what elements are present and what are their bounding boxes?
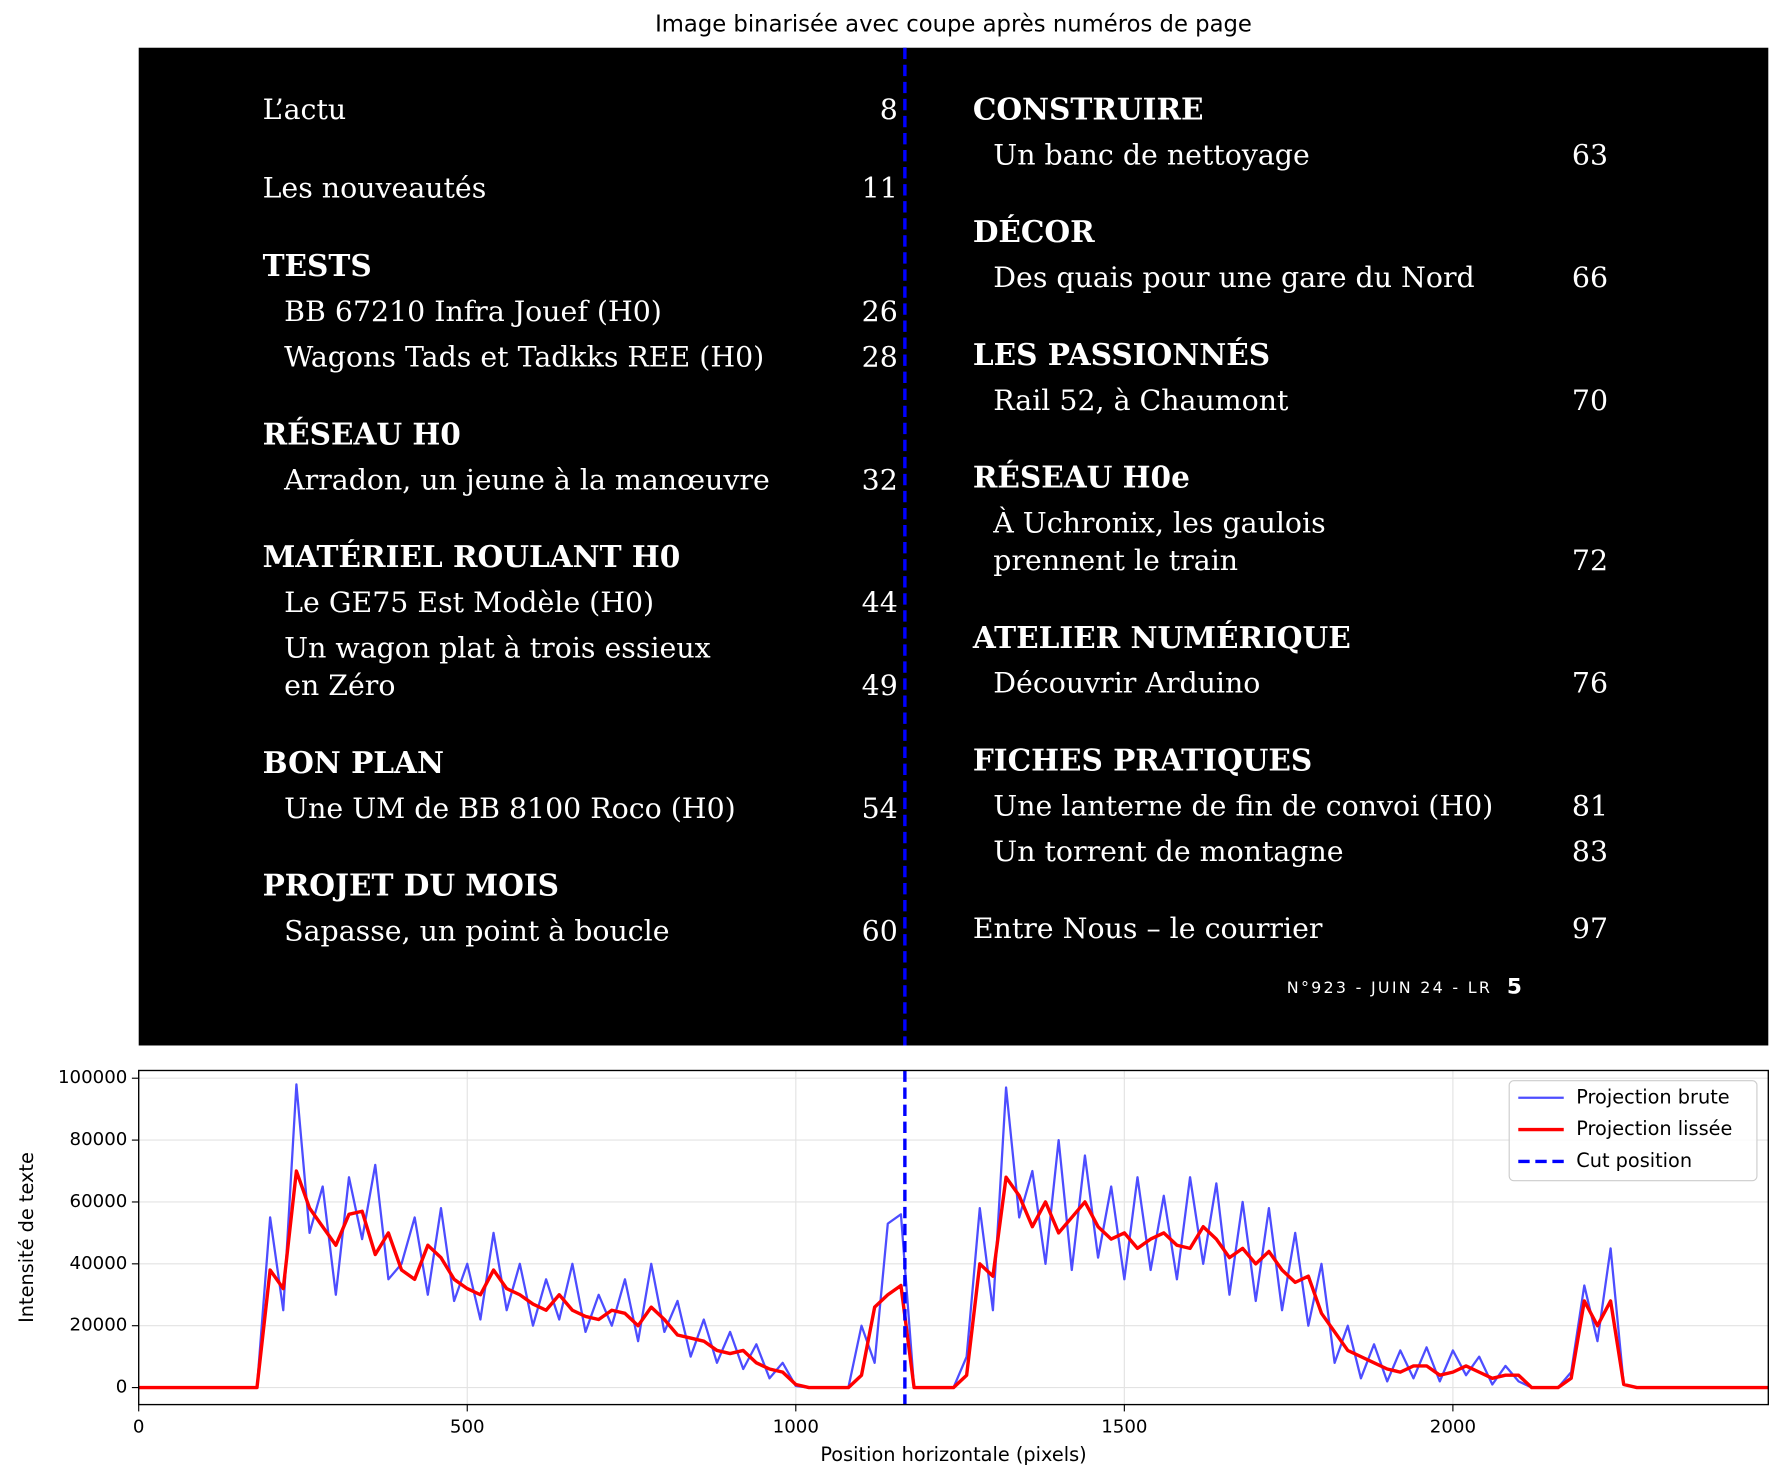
y-axis-label: Intensité de texte: [15, 1152, 38, 1323]
section-heading: DÉCOR: [973, 214, 1095, 249]
section-heading: TESTS: [263, 248, 372, 283]
toc-item: Rail 52, à Chaumont: [993, 384, 1289, 417]
page-number: 76: [1572, 667, 1608, 700]
toc-item: Une lanterne de fin de convoi (H0): [993, 789, 1493, 822]
section-heading: PROJET DU MOIS: [263, 868, 559, 903]
x-tick-label: 1500: [1101, 1416, 1147, 1437]
y-tick-label: 60000: [70, 1191, 128, 1212]
x-tick-label: 500: [450, 1416, 485, 1437]
toc-item: Des quais pour une gare du Nord: [993, 261, 1474, 294]
y-tick-label: 100000: [58, 1067, 127, 1088]
page-number: 11: [862, 171, 898, 204]
toc-item: Arradon, un jeune à la manœuvre: [283, 463, 770, 496]
section-heading: ATELIER NUMÉRIQUE: [972, 620, 1351, 655]
toc-item: Le GE75 Est Modèle (H0): [284, 586, 654, 619]
axes-frame: [138, 1069, 1769, 1406]
section-heading: BON PLAN: [263, 745, 444, 780]
page-number: 44: [862, 586, 898, 619]
toc-item: Un wagon plat à trois essieux: [284, 632, 710, 665]
toc-entry: L’actu: [263, 93, 347, 126]
toc-item: prennent le train: [993, 544, 1238, 577]
toc-item: À Uchronix, les gaulois: [992, 507, 1325, 540]
toc-item: Découvrir Arduino: [993, 667, 1260, 700]
page-number: 28: [862, 341, 898, 374]
page-number: 97: [1572, 912, 1608, 945]
footer-issue: N°923 - JUIN 24 - LR: [1287, 978, 1492, 997]
toc-item: en Zéro: [284, 669, 395, 702]
legend-label: Projection lissée: [1576, 1117, 1732, 1140]
plot-area: [138, 1070, 1769, 1405]
page-number: 26: [862, 295, 898, 328]
toc-item: Un banc de nettoyage: [993, 138, 1309, 171]
page-number: 49: [862, 669, 898, 702]
footer-page: 5: [1507, 975, 1522, 1000]
legend-label: Projection brute: [1576, 1085, 1729, 1108]
toc-item: Wagons Tads et Tadkks REE (H0): [284, 341, 764, 374]
y-tick-label: 20000: [70, 1315, 128, 1336]
page-number: 70: [1572, 384, 1608, 417]
toc-item: Sapasse, un point à boucle: [284, 914, 669, 947]
page-number: 66: [1572, 261, 1608, 294]
page-number: 8: [880, 93, 898, 126]
binarized-image: [138, 47, 1769, 1046]
page-number: 60: [862, 914, 898, 947]
page-number: 83: [1572, 835, 1608, 868]
toc-item: Un torrent de montagne: [993, 835, 1343, 868]
x-tick-label: 0: [133, 1416, 145, 1437]
toc-item: BB 67210 Infra Jouef (H0): [284, 295, 662, 328]
legend-box: [1508, 1080, 1758, 1182]
toc-entry: Entre Nous – le courrier: [973, 912, 1323, 945]
section-heading: CONSTRUIRE: [973, 91, 1204, 126]
page-number: 63: [1572, 138, 1608, 171]
section-heading: FICHES PRATIQUES: [973, 743, 1312, 778]
page-number: 81: [1572, 789, 1608, 822]
page-number: 72: [1572, 544, 1608, 577]
toc-item: Une UM de BB 8100 Roco (H0): [284, 792, 736, 825]
series-line: [138, 1169, 1769, 1390]
y-tick-label: 40000: [70, 1253, 128, 1274]
legend-label: Cut position: [1576, 1149, 1692, 1172]
toc-entry: Les nouveautés: [263, 171, 487, 204]
y-tick-label: 0: [116, 1377, 128, 1398]
section-heading: MATÉRIEL ROULANT H0: [263, 539, 681, 574]
y-tick-label: 80000: [70, 1129, 128, 1150]
section-heading: LES PASSIONNÉS: [973, 337, 1270, 372]
image-title: Image binarisée avec coupe après numéros…: [655, 12, 1252, 38]
section-heading: RÉSEAU H0e: [973, 460, 1190, 495]
page-number: 54: [862, 792, 898, 825]
section-heading: RÉSEAU H0: [263, 416, 461, 451]
x-tick-label: 1000: [773, 1416, 819, 1437]
x-tick-label: 2000: [1430, 1416, 1476, 1437]
x-axis-label: Position horizontale (pixels): [820, 1443, 1086, 1466]
page-number: 32: [862, 463, 898, 496]
